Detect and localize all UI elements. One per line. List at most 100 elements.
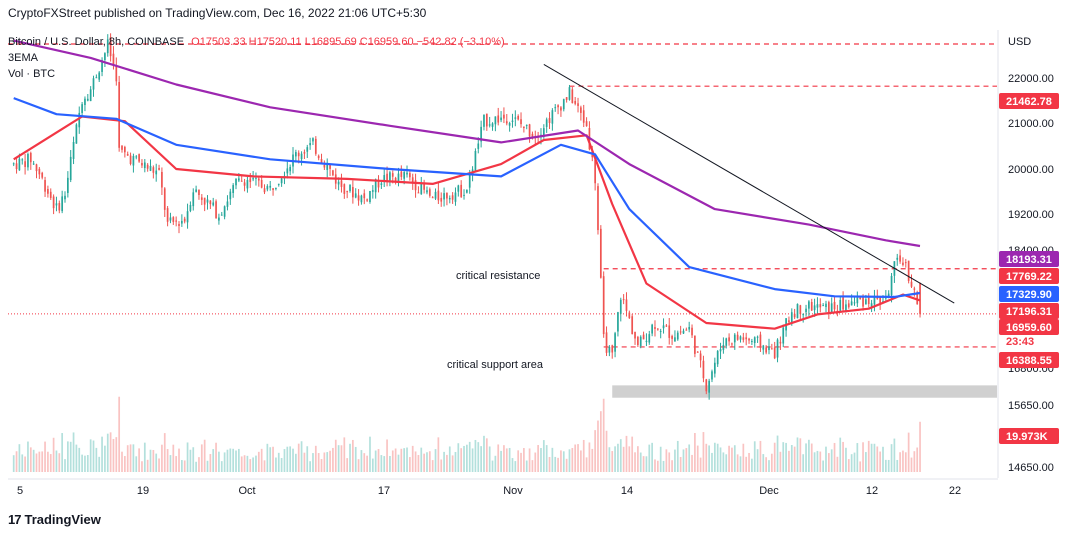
candle-body [665, 325, 668, 327]
candle-body [768, 346, 770, 351]
volume-bar [671, 460, 673, 472]
volume-bar [249, 459, 252, 472]
candle-body [409, 173, 411, 178]
candle-body [722, 344, 725, 350]
candle-body [226, 201, 229, 207]
candle-body [662, 325, 665, 329]
price-badge-text: 17196.31 [1006, 306, 1052, 318]
volume-bar [816, 450, 819, 472]
volume-bar [149, 449, 152, 472]
volume-bar [802, 454, 805, 472]
candle-body [32, 163, 35, 165]
volume-bar [565, 458, 568, 472]
candle-body [64, 195, 66, 200]
candle-body [454, 192, 457, 202]
candle-body [169, 217, 172, 221]
candle-body [639, 336, 642, 347]
volume-bar [101, 436, 103, 472]
time-tick: 22 [949, 485, 961, 497]
candle-body [352, 187, 354, 198]
candle-body [203, 197, 206, 205]
candle-body [112, 53, 115, 65]
volume-bar [656, 460, 659, 472]
volume-bar [283, 449, 286, 472]
candle-body [554, 107, 557, 109]
candle-body [394, 177, 397, 183]
price-badge-bg [999, 251, 1059, 267]
candle-body [500, 117, 502, 121]
candle-body [366, 199, 368, 201]
volume-bar [642, 456, 645, 472]
price-badge-text: 17329.90 [1006, 289, 1052, 301]
candle-body [175, 220, 178, 222]
candle-body [542, 128, 545, 137]
volume-bar [206, 460, 209, 472]
candle-body [602, 276, 605, 335]
volume-bar [577, 444, 579, 472]
volume-bar [138, 448, 140, 472]
volume-bar [865, 452, 867, 472]
candle-body [491, 123, 494, 127]
candle-body [138, 154, 140, 162]
volume-bar [334, 439, 337, 472]
volume-bar [81, 454, 83, 472]
legend-indicator[interactable]: 3EMA [8, 52, 38, 64]
volume-bar [514, 461, 517, 472]
volume-bar [286, 446, 289, 472]
trendline-group [543, 64, 955, 304]
volume-bar [232, 448, 235, 472]
volume-bar [751, 458, 753, 472]
volume-bar [295, 453, 297, 472]
candle-body [582, 110, 585, 123]
candle-body [27, 153, 29, 168]
volume-bar [560, 450, 562, 472]
candle-body [833, 301, 836, 310]
currency-label: USD [1008, 36, 1031, 48]
price-badge-text: 18193.31 [1006, 254, 1052, 266]
candle-body [18, 158, 21, 171]
volume-bar [272, 446, 274, 472]
ema-line-3 [13, 39, 921, 248]
candle-body [520, 119, 522, 125]
volume-bar [859, 461, 862, 472]
volume-bar [15, 451, 18, 472]
volume-bar [75, 444, 78, 472]
volume-bar [554, 456, 557, 472]
candle-body [625, 299, 628, 311]
volume-bar [292, 448, 294, 472]
volume-bar [246, 455, 249, 472]
volume-bar [517, 450, 520, 472]
candle-body [494, 116, 497, 125]
volume-bar [126, 445, 129, 472]
volume-bar [742, 443, 745, 472]
volume-bar [420, 447, 423, 472]
candle-body [198, 189, 200, 196]
volume-bar [446, 454, 448, 472]
candle-body [731, 343, 733, 345]
candle-body [66, 177, 69, 193]
candle-body [101, 60, 103, 72]
legend-volume[interactable]: Vol · BTC [8, 68, 56, 80]
candle-body [488, 124, 491, 126]
volume-bar [599, 411, 602, 472]
volume-bar [788, 450, 790, 472]
candle-body [161, 171, 163, 188]
volume-bar [69, 441, 72, 472]
candle-body [568, 87, 571, 100]
volume-bar [426, 452, 428, 472]
volume-bar [61, 433, 64, 472]
candle-body [263, 188, 266, 193]
volume-bar [634, 452, 636, 472]
candle-body [371, 190, 374, 192]
volume-bar [793, 446, 796, 472]
candle-body [212, 202, 215, 206]
volume-bar [343, 437, 346, 472]
volume-bar [229, 448, 232, 472]
volume-bar [78, 447, 81, 472]
volume-bar [320, 459, 323, 472]
volume-bar [571, 448, 574, 472]
footer-brand: 17 TradingView [8, 512, 101, 527]
volume-bar [89, 439, 92, 472]
volume-bar [762, 454, 765, 472]
